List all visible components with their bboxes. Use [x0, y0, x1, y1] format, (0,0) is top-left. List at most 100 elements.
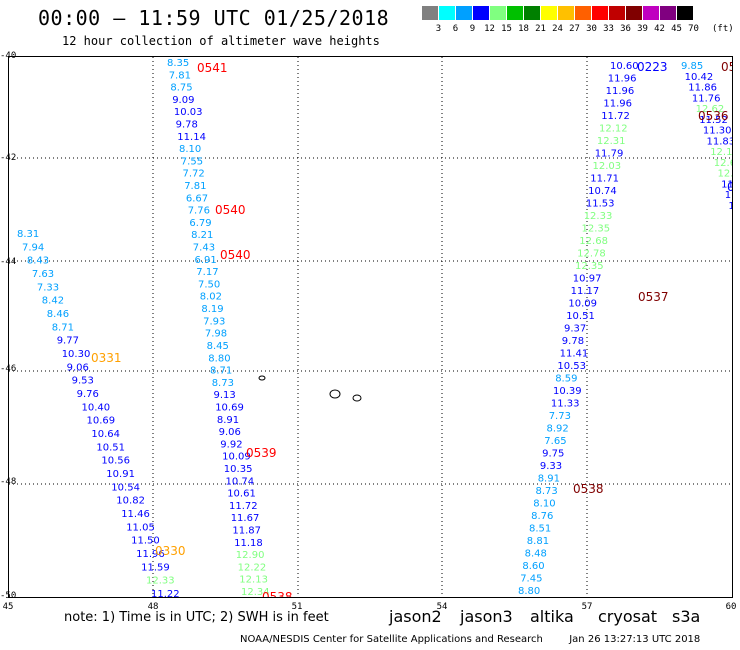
pass-time-label: 0331: [91, 351, 122, 365]
wave-height-value: 8.75: [170, 83, 192, 94]
wave-height-value: 10.09: [568, 299, 597, 310]
wave-height-value: 8.46: [47, 309, 69, 320]
wave-height-value: 8.31: [17, 229, 39, 240]
map-canvas: 8.31 7.94 8.43 7.63 7.33 8.42 8.46 8.71 9.77 10.3…: [9, 57, 734, 598]
colorbar-swatch: [558, 6, 575, 20]
satellite-altika: altika: [530, 607, 574, 626]
island-outline: [258, 375, 266, 381]
colorbar-swatch: [524, 6, 541, 20]
colorbar-label: 24: [552, 24, 563, 34]
wave-height-value: 10.03: [174, 107, 203, 118]
wave-height-value: 7.50: [198, 279, 220, 290]
colorbar-swatch: [660, 6, 677, 20]
wave-height-value: 11.50: [131, 536, 160, 547]
wave-height-value: 11.96: [608, 74, 637, 85]
lon-label: 60: [725, 602, 737, 612]
colorbar-swatch: [490, 6, 507, 20]
wave-height-value: 9.53: [72, 376, 94, 387]
colorbar-label: 15: [501, 24, 512, 34]
lat-label: -40: [0, 51, 17, 61]
lat-label: -44: [0, 257, 17, 267]
wave-height-value: 11.05: [126, 522, 155, 533]
colorbar-swatch: [541, 6, 558, 20]
wave-height-value: 8.45: [207, 341, 229, 352]
lat-label: -48: [0, 477, 17, 487]
wave-height-value: 9.33: [540, 461, 562, 472]
wave-height-value: 8.02: [200, 292, 222, 303]
colorbar-swatch: [626, 6, 643, 20]
wave-height-value: 10.64: [91, 429, 120, 440]
wave-height-value: 8.91: [538, 474, 560, 485]
wave-height-value: 10.60: [610, 61, 639, 72]
wave-height-value: 11.33: [551, 399, 580, 410]
pass-time-label: 0540: [220, 248, 251, 262]
wave-height-value: 9.06: [67, 362, 89, 373]
wave-height-value: 12.33: [584, 211, 613, 222]
wave-height-value: 12.68: [579, 236, 608, 247]
wave-height-value: 9.06: [219, 427, 241, 438]
wave-height-value: 8.76: [531, 511, 553, 522]
lon-label: 54: [436, 602, 448, 612]
wave-height-value: 9.78: [176, 120, 198, 131]
colorbar-swatch: [439, 6, 456, 20]
wave-height-value: 8.73: [212, 378, 234, 389]
wave-height-value: 10.56: [101, 456, 130, 467]
wave-height-value: 12.18: [710, 147, 733, 158]
wave-height-value: 7.63: [32, 269, 54, 280]
wave-height-value: 8.59: [555, 374, 577, 385]
wave-height-value: 11.79: [595, 149, 624, 160]
wave-height-value: 8.71: [210, 366, 232, 377]
wave-height-value: 8.42: [42, 296, 64, 307]
pass-time-label: 0538: [262, 590, 293, 598]
wave-height-value: 11.17: [571, 286, 600, 297]
pass-time-label: 0537: [638, 290, 669, 304]
colorbar-label: 36: [620, 24, 631, 34]
wave-height-value: 10.54: [111, 482, 140, 493]
wave-height-value: 11.76: [692, 93, 721, 104]
wave-height-value: 11.30: [703, 126, 732, 137]
colorbar-swatch: [456, 6, 473, 20]
wave-height-value: 8.91: [217, 415, 239, 426]
wave-height-value: 10.42: [685, 72, 714, 83]
pass-time-label: 0330: [155, 544, 186, 558]
wave-height-value: 11.18: [234, 538, 263, 549]
wave-height-value: 8.92: [547, 424, 569, 435]
wave-height-value: 7.72: [183, 169, 205, 180]
colorbar-swatch: [507, 6, 524, 20]
wave-height-value: 10.97: [573, 274, 602, 285]
wave-height-value: 7.65: [544, 436, 566, 447]
wave-height-value: 11.52: [699, 115, 728, 126]
wave-height-value: 10.82: [116, 496, 145, 507]
wave-height-value: 7.81: [169, 70, 191, 81]
wave-height-value: 10.74: [226, 476, 255, 487]
wave-height-value: 11.57: [721, 179, 733, 190]
wave-height-value: 12.22: [238, 562, 267, 573]
wave-height-value: 12.27: [718, 169, 734, 180]
wave-height-value: 10.69: [87, 416, 116, 427]
colorbar-swatch: [677, 6, 694, 20]
satellite-s3a: s3a: [672, 607, 701, 626]
colorbar-label: 18: [518, 24, 529, 34]
colorbar-label: 70: [688, 24, 699, 34]
lat-label: -50: [0, 591, 17, 601]
wave-height-value: 12.60: [714, 158, 733, 169]
colorbar-label: 30: [586, 24, 597, 34]
wave-height-value: 9.78: [562, 336, 584, 347]
wave-height-value: 10.40: [82, 402, 111, 413]
wave-height-value: 8.73: [536, 486, 558, 497]
wave-height-value: 12.35: [575, 261, 604, 272]
satellite-jason2: jason2: [389, 607, 442, 626]
pass-time-label: 0541: [197, 61, 228, 75]
wave-height-value: 12.33: [146, 576, 175, 587]
wave-height-value: 11.41: [560, 349, 589, 360]
wave-height-value: 10.51: [96, 442, 125, 453]
colorbar-swatch: [473, 6, 490, 20]
wave-height-value: 11.86: [688, 83, 717, 94]
wave-height-value: 8.21: [191, 230, 213, 241]
wave-height-value: 11.14: [177, 132, 206, 143]
wave-height-value: 10.61: [227, 489, 256, 500]
wave-height-value: 12.62: [696, 104, 725, 115]
lon-label: 48: [147, 602, 159, 612]
wave-height-value: 10.91: [106, 469, 135, 480]
lat-label: -46: [0, 364, 17, 374]
